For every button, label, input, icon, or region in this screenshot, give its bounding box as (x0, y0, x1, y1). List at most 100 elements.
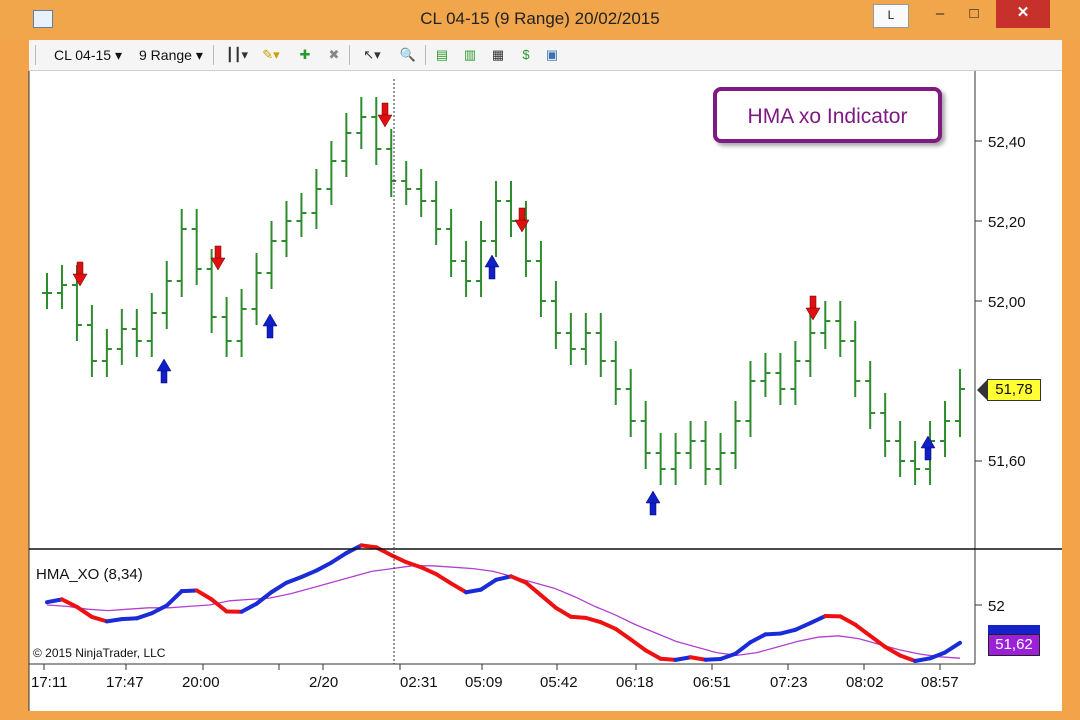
zoom-icon[interactable]: 🔍 (399, 47, 417, 62)
price-bar (116, 309, 127, 365)
pointer-tool-icon[interactable]: ↖▾ (363, 47, 381, 62)
hma-fast-down-segment (74, 604, 94, 619)
hma-fast-up-segment (748, 632, 768, 645)
hma-fast-down-segment (538, 593, 558, 610)
time-axis-label: 02:31 (400, 674, 438, 691)
price-bar (191, 209, 202, 285)
hma-fast-down-segment (883, 644, 903, 658)
price-bar (401, 161, 412, 205)
indicator-title-badge: HMA xo Indicator (713, 87, 942, 143)
price-bar (251, 253, 262, 325)
price-bar (895, 421, 906, 477)
hma-fast-down-segment (613, 626, 633, 642)
close-button[interactable]: ✕ (996, 0, 1050, 28)
hma-fast-up-segment (149, 603, 169, 616)
price-bar (281, 201, 292, 257)
dollar-icon[interactable]: $ (522, 47, 530, 62)
data-box-icon[interactable]: ▣ (545, 47, 559, 62)
remove-indicator-icon[interactable]: ✖ (328, 47, 340, 62)
hma-fast-up-segment (763, 631, 783, 637)
toolbar-grip[interactable] (35, 45, 36, 65)
price-bar (730, 401, 741, 469)
price-bar (775, 353, 786, 405)
hma-fast-up-segment (269, 580, 289, 595)
price-bar (176, 209, 187, 297)
time-axis-label: 08:57 (921, 674, 959, 691)
buy-arrow-icon (156, 358, 172, 384)
price-bar (595, 313, 606, 377)
add-indicator-icon[interactable]: ✚ (299, 47, 311, 62)
price-bar (206, 249, 217, 333)
chart-toolbar: CL 04-15 ▾ 9 Range ▾ ┃┃▾ ✎▾ ✚ ✖ ↖▾ 🔍 ▤ ▥… (29, 40, 1062, 71)
buy-arrow-head (484, 254, 500, 268)
price-bar (236, 289, 247, 357)
price-axis-label: 52,20 (988, 214, 1026, 231)
time-axis-label: 2/20 (309, 674, 339, 691)
indicator-last-value: 51,62 (988, 634, 1040, 656)
hma-fast-down-segment (508, 574, 528, 585)
time-axis-label: 06:51 (693, 674, 731, 691)
time-axis-label: 07:23 (770, 674, 808, 691)
price-bar (535, 241, 546, 317)
minimize-button[interactable]: – (935, 5, 945, 22)
hma-fast-up-segment (808, 614, 828, 626)
price-bar (910, 441, 921, 485)
price-bar (491, 181, 502, 257)
price-bar (86, 305, 97, 377)
price-bar (371, 97, 382, 165)
hma-fast-down-segment (404, 560, 424, 570)
last-price-marker: 51,78 (977, 379, 1041, 401)
buy-arrow-icon (645, 490, 661, 516)
hma-fast-down-segment (434, 572, 454, 586)
hma-fast-down-segment (598, 620, 618, 631)
hma-fast-up-segment (45, 597, 64, 605)
hma-fast-up-segment (928, 650, 948, 661)
chart-area[interactable] (29, 71, 1062, 711)
hma-fast-up-segment (134, 611, 154, 621)
hma-fast-up-segment (284, 575, 304, 585)
bar-type-selector[interactable]: 9 Range ▾ (139, 47, 203, 63)
price-bar (880, 393, 891, 457)
hma-fast-down-segment (209, 597, 229, 614)
hma-fast-up-segment (314, 560, 334, 573)
price-bar (700, 421, 711, 485)
bar-style-icon[interactable]: ┃┃▾ (225, 47, 249, 62)
hma-fast-down-segment (59, 597, 79, 609)
hma-fast-up-segment (119, 616, 139, 622)
buy-arrow-head (645, 490, 661, 504)
pencil-draw-icon[interactable]: ✎▾ (262, 47, 280, 62)
price-bar (476, 221, 487, 297)
price-bar (715, 433, 726, 485)
maximize-button[interactable]: □ (969, 5, 979, 22)
hma-fast-up-segment (254, 590, 274, 606)
hma-fast-down-segment (643, 648, 663, 661)
indicators-icon[interactable]: ▥ (463, 47, 477, 62)
hma-fast-down-segment (583, 615, 603, 625)
price-bar (386, 129, 397, 197)
price-bar (550, 281, 561, 349)
link-button[interactable]: L (873, 4, 909, 28)
sell-arrow-head (210, 257, 226, 271)
strategy-icon[interactable]: ▤ (435, 47, 449, 62)
time-axis-label: 05:42 (540, 674, 578, 691)
hma-fast-up-segment (464, 587, 484, 595)
hma-fast-up-segment (239, 601, 259, 614)
time-axis-label: 05:09 (465, 674, 503, 691)
hma-fast-up-segment (179, 588, 199, 594)
instrument-selector[interactable]: CL 04-15 ▾ (54, 47, 122, 63)
buy-arrow-head (262, 313, 278, 327)
chart-properties-icon[interactable]: ▦ (491, 47, 505, 62)
price-bar (850, 321, 861, 397)
price-bar (431, 181, 442, 245)
price-axis-label: 51,60 (988, 453, 1026, 470)
hma-fast-down-segment (868, 633, 888, 649)
price-bar (356, 97, 367, 149)
hma-fast-up-segment (479, 577, 499, 592)
hma-fast-down-segment (359, 543, 379, 550)
price-bar (101, 329, 112, 377)
price-bar (955, 369, 965, 437)
buy-arrow-head (156, 358, 172, 372)
price-bar (940, 401, 951, 457)
price-bar (461, 241, 472, 297)
